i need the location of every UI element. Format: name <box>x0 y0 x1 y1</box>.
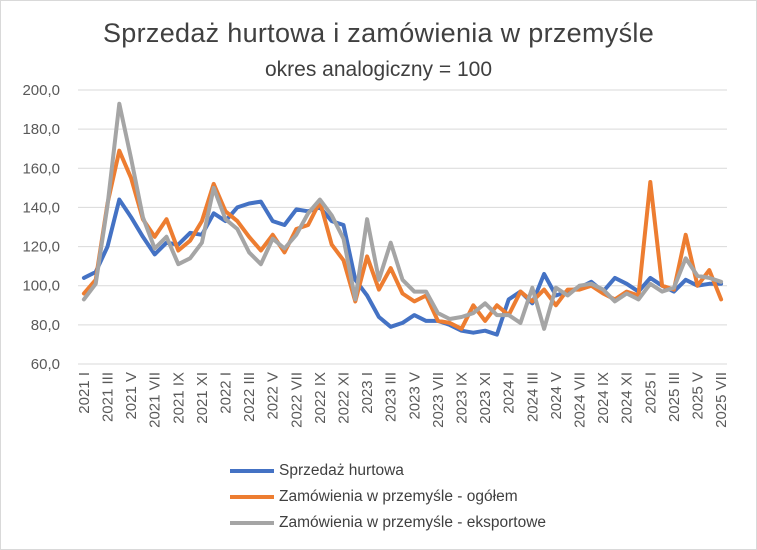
x-tick-label: 2021 III <box>100 372 117 422</box>
x-tick-label: 2022 XI <box>336 372 353 424</box>
x-tick-label: 2021 XI <box>194 372 211 424</box>
legend-label: Sprzedaż hurtowa <box>279 462 404 479</box>
series-line-2 <box>81 101 724 331</box>
x-tick-label: 2024 IX <box>595 372 612 424</box>
x-tick-label: 2023 I <box>359 372 376 414</box>
y-tick-label: 160,0 <box>22 160 60 177</box>
x-tick-label: 2024 V <box>548 372 565 420</box>
y-tick-label: 120,0 <box>22 239 60 256</box>
x-tick-label: 2022 VII <box>288 372 305 428</box>
y-tick-label: 140,0 <box>22 199 60 216</box>
series-line-1 <box>81 148 724 331</box>
chart-legend: Sprzedaż hurtowa Zamówienia w przemyśle … <box>230 458 546 536</box>
x-tick-label: 2025 V <box>690 372 707 420</box>
x-tick-label: 2021 V <box>123 372 140 420</box>
x-tick-label: 2023 IX <box>454 372 471 424</box>
x-tick-label: 2025 III <box>666 372 683 422</box>
x-tick-label: 2023 III <box>383 372 400 422</box>
legend-item-zamowienia-ogolem: Zamówienia w przemyśle - ogółem <box>230 484 546 510</box>
legend-label: Zamówienia w przemyśle - ogółem <box>279 488 518 505</box>
x-tick-label: 2025 I <box>642 372 659 414</box>
x-tick-label: 2024 I <box>501 372 518 414</box>
x-tick-label: 2022 IX <box>312 372 329 424</box>
legend-swatch-blue <box>230 469 274 473</box>
y-tick-label: 60,0 <box>31 356 60 373</box>
legend-item-zamowienia-eksportowe: Zamówienia w przemyśle - eksportowe <box>230 510 546 536</box>
series-line-0 <box>81 197 724 337</box>
y-tick-label: 100,0 <box>22 278 60 295</box>
legend-swatch-gray <box>230 521 274 525</box>
x-tick-label: 2023 XI <box>477 372 494 424</box>
x-tick-label: 2021 I <box>76 372 93 414</box>
x-tick-label: 2023 VII <box>430 372 447 428</box>
chart-title: Sprzedaż hurtowa i zamówienia w przemyśl… <box>102 18 655 48</box>
x-tick-label: 2021 IX <box>170 372 187 424</box>
x-tick-label: 2022 III <box>241 372 258 422</box>
legend-item-sprzedaz: Sprzedaż hurtowa <box>230 458 546 484</box>
x-tick-label: 2022 I <box>218 372 235 414</box>
x-tick-label: 2024 III <box>524 372 541 422</box>
x-tick-label: 2024 VII <box>572 372 589 428</box>
y-tick-label: 80,0 <box>31 317 60 334</box>
y-tick-label: 180,0 <box>22 121 60 138</box>
chart-subtitle: okres analogiczny = 100 <box>264 58 493 81</box>
y-tick-label: 200,0 <box>22 82 60 99</box>
legend-label: Zamówienia w przemyśle - eksportowe <box>279 514 547 531</box>
x-tick-label: 2022 V <box>265 372 282 420</box>
x-tick-label: 2023 V <box>406 372 423 420</box>
legend-swatch-orange <box>230 495 274 499</box>
x-tick-label: 2024 XI <box>619 372 636 424</box>
x-tick-label: 2021 VII <box>147 372 164 428</box>
x-tick-label: 2025 VII <box>713 372 730 428</box>
